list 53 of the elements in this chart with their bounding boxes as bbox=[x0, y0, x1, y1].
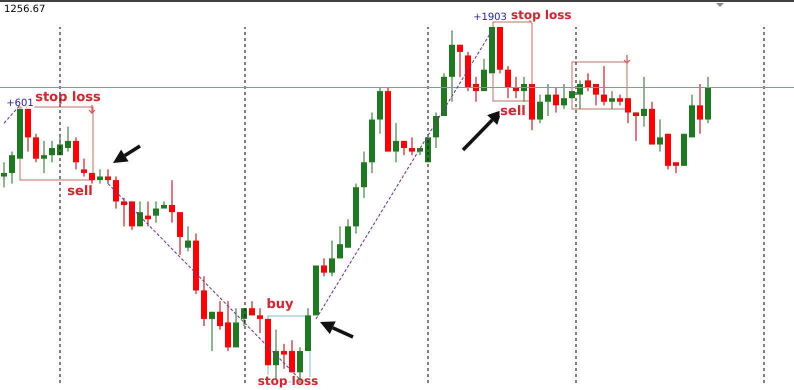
candlestick bbox=[553, 87, 559, 113]
candlestick bbox=[697, 83, 703, 134]
candlestick bbox=[409, 136, 415, 156]
candlestick bbox=[617, 94, 623, 106]
candlestick bbox=[609, 90, 615, 110]
candlestick bbox=[217, 300, 223, 330]
candlestick bbox=[257, 308, 263, 334]
candlestick bbox=[81, 158, 87, 178]
candlestick bbox=[145, 200, 151, 227]
annotation: sell bbox=[500, 104, 526, 119]
candlestick bbox=[9, 151, 15, 184]
candlestick bbox=[185, 226, 191, 252]
candlestick bbox=[633, 112, 639, 142]
candlestick bbox=[337, 226, 343, 259]
candlestick bbox=[1, 162, 7, 188]
candlestick bbox=[561, 83, 567, 110]
candlestick bbox=[401, 140, 407, 156]
candlestick bbox=[209, 311, 215, 352]
text: stop loss bbox=[511, 8, 572, 22]
annotation: sell bbox=[67, 184, 93, 199]
candlestick bbox=[73, 136, 79, 170]
candlestick bbox=[41, 140, 47, 174]
candlestick bbox=[433, 112, 439, 149]
candlestick bbox=[457, 44, 463, 78]
candlestick bbox=[65, 126, 71, 152]
candlestick bbox=[481, 58, 487, 92]
candlestick bbox=[241, 308, 247, 327]
candlestick bbox=[601, 66, 607, 106]
candlestick bbox=[249, 300, 255, 316]
candlestick bbox=[137, 200, 143, 227]
candlestick bbox=[153, 200, 159, 224]
candlestick bbox=[625, 98, 631, 124]
annotation: stop loss bbox=[35, 90, 102, 105]
candlestick bbox=[49, 140, 55, 163]
candlestick bbox=[113, 176, 119, 210]
candlestick bbox=[33, 133, 39, 163]
candlestick bbox=[105, 168, 111, 184]
candlestick bbox=[321, 258, 327, 277]
candlestick bbox=[97, 168, 103, 184]
candlestick bbox=[505, 66, 511, 99]
candlestick bbox=[393, 122, 399, 163]
candlestick bbox=[585, 72, 591, 92]
text: 1256.67 bbox=[4, 4, 46, 15]
candlestick bbox=[345, 218, 351, 248]
annotation: +601 bbox=[6, 98, 34, 109]
candlestick bbox=[641, 76, 647, 128]
candlestick bbox=[657, 119, 663, 152]
candlestick bbox=[537, 94, 543, 124]
candlestick bbox=[169, 180, 175, 224]
annotation: buy bbox=[266, 297, 294, 312]
candlestick bbox=[545, 83, 551, 116]
candlestick bbox=[329, 240, 335, 277]
text: +1903 bbox=[473, 12, 507, 23]
